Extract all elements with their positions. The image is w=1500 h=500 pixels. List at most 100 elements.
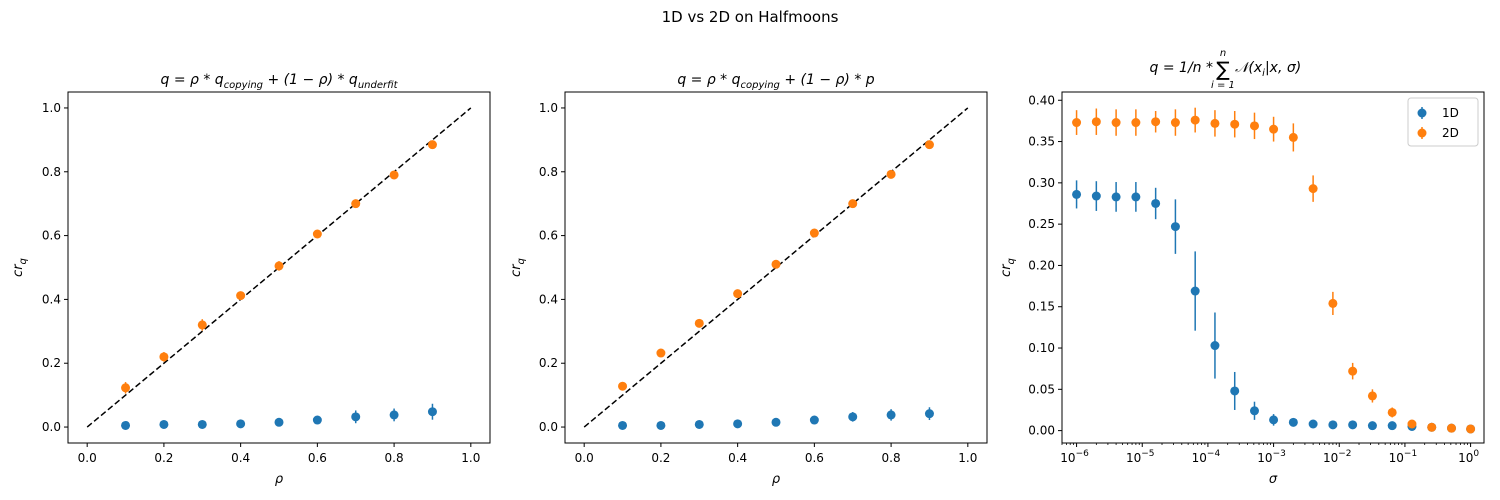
data-point [809,228,819,238]
data-point [1190,286,1200,296]
data-point [351,199,361,209]
data-point [848,199,858,209]
y-tick-label: 0.2 [42,356,61,370]
data-point [351,412,361,422]
svg-text:𝒩(xi|x, σ): 𝒩(xi|x, σ) [1235,60,1301,79]
y-tick-label: 0.20 [1028,258,1055,272]
data-point [1111,192,1121,202]
series-1d [121,403,437,430]
data-point [1269,415,1279,425]
data-point [848,412,858,422]
data-point [1288,417,1298,427]
x-tick-label: 10−3 [1257,449,1286,465]
y-axis-label: crq [11,258,29,277]
data-point [618,420,628,430]
data-point [312,229,322,239]
y-tick-label: 0.30 [1028,176,1055,190]
data-point [312,415,322,425]
x-tick-label: 10−4 [1192,449,1221,465]
y-tick-label: 0.2 [539,356,558,370]
data-point [694,318,704,328]
y-tick-label: 0.00 [1028,424,1055,438]
x-tick-label: 0.0 [78,451,97,465]
data-point [1269,124,1279,134]
data-point [389,170,399,180]
data-point [656,420,666,430]
data-point [733,419,743,429]
data-point [427,407,437,417]
data-point [274,261,284,271]
data-point [1230,386,1240,396]
data-point [1348,366,1358,376]
y-tick-label: 0.4 [539,292,558,306]
x-tick-label: 10−1 [1389,449,1418,465]
data-point [656,348,666,358]
data-point [1091,191,1101,201]
data-point [1249,406,1259,416]
y-tick-label: 0.0 [539,420,558,434]
panel-title: q = 1/n * ∑n i = 1𝒩(xi|x, σ) [1150,48,1302,91]
data-point [809,415,819,425]
data-point [1190,115,1200,125]
data-point [159,352,169,362]
panel-title: q = ρ * qcopying + (1 − ρ) * qunderfit [160,72,398,91]
data-point [1072,189,1082,199]
y-tick-label: 0.25 [1028,217,1055,231]
legend-label: 1D [1442,106,1459,120]
data-point [1427,422,1437,432]
x-tick-label: 0.6 [805,451,824,465]
x-tick-label: 1.0 [958,451,977,465]
svg-text:i = 1: i = 1 [1211,80,1235,91]
data-point [1170,222,1180,232]
y-tick-label: 0.05 [1028,382,1055,396]
data-point [121,420,131,430]
data-point [1387,421,1397,431]
data-point [236,419,246,429]
data-point [121,383,131,393]
chart-panel-1: 0.0 0.2 0.4 0.6 0.8 1.0 0.0 0.2 0.4 0.6 0.8 1.0 ρ crq… [11,72,491,487]
data-point [1328,298,1338,308]
data-point [1466,424,1476,434]
legend-marker [1417,108,1427,118]
axes-frame [1061,91,1485,444]
series-2d [1072,107,1476,434]
data-point [159,419,169,429]
y-tick-label: 1.0 [42,101,61,115]
x-tick-label: 1.0 [461,451,480,465]
data-point [1328,420,1338,430]
data-point [1072,118,1082,128]
data-point [1131,192,1141,202]
data-point [1367,421,1377,431]
x-tick-label: 0.2 [154,451,173,465]
data-point [1308,184,1318,194]
data-point [197,419,207,429]
data-point [427,140,437,150]
reference-line [86,107,472,428]
x-tick-label: 0.4 [231,451,250,465]
data-point [1210,118,1220,128]
y-tick-label: 0.4 [42,292,61,306]
y-tick-label: 0.6 [539,229,558,243]
y-tick-label: 0.15 [1028,300,1055,314]
x-axis-label: ρ [772,472,781,487]
legend-label: 2D [1442,126,1459,140]
x-tick-label: 10−5 [1126,449,1155,465]
y-axis-label: crq [999,258,1017,277]
data-point [1131,118,1141,128]
data-point [886,169,896,179]
y-tick-label: 0.10 [1028,341,1055,355]
series-2d [618,140,934,391]
data-point [236,291,246,301]
data-point [1091,117,1101,127]
data-point [694,419,704,429]
x-tick-label: 100 [1458,449,1479,465]
series-2d [121,140,437,394]
figure-suptitle: 1D vs 2D on Halfmoons [662,8,839,26]
data-point [771,417,781,427]
x-tick-label: 0.6 [308,451,327,465]
svg-text:n: n [1220,48,1226,59]
data-point [1387,407,1397,417]
data-point [733,289,743,299]
